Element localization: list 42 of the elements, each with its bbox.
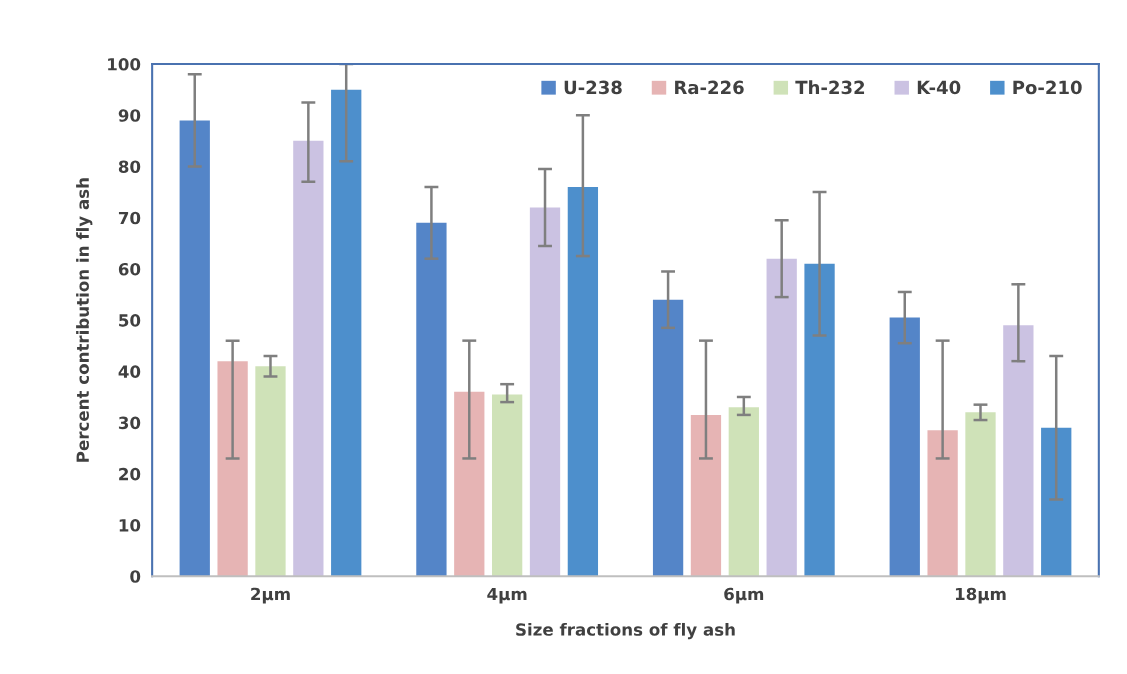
bar [889,317,920,577]
bar [255,366,286,577]
bar [331,89,362,577]
x-tick-label: 2µm [251,587,290,604]
x-axis-title: Size fractions of fly ash [516,622,735,640]
bar [179,120,210,577]
x-tick-label: 18µm [955,587,1006,604]
bar [567,186,599,577]
bar [766,258,797,577]
y-tick-label: 90 [118,109,141,122]
bar [529,207,561,577]
x-tick-label: 4µm [487,587,527,604]
y-tick-label: 30 [118,416,141,430]
bar [217,361,248,577]
y-tick-label: 70 [118,211,141,225]
y-axis-title: Percent contribution in fly ash [76,178,93,462]
bar [416,222,447,577]
y-tick-label: 80 [118,160,141,174]
bar [965,412,996,577]
bar [1003,325,1034,577]
legend-label: Th-232 [795,80,865,95]
y-tick-label: 60 [118,262,141,276]
bar [1041,427,1072,577]
bar [454,391,485,577]
legend-label: U-238 [564,80,622,95]
x-tick-label: 6µm [724,587,764,604]
y-tick-label: 40 [118,365,141,378]
y-tick-label: 10 [119,519,141,532]
bar [293,140,324,577]
y-tick-label: 50 [119,314,141,327]
legend-label: Po-210 [1013,80,1082,95]
bar [804,263,835,577]
y-tick-label: 0 [130,570,141,583]
bar [927,430,958,577]
bar [728,407,759,577]
bar [492,394,523,577]
bar [690,414,722,577]
y-tick-label: 20 [119,467,141,481]
legend-label: K-40 [917,80,961,95]
y-tick-label: 100 [108,57,141,71]
bar [652,299,684,577]
legend-label: Ra-226 [675,80,744,95]
